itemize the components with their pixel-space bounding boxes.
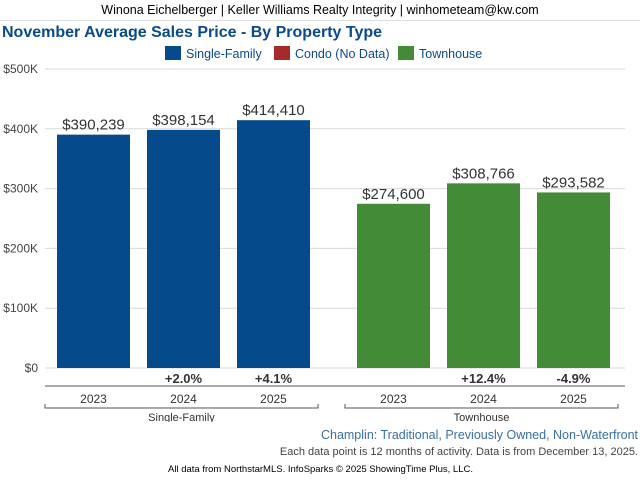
- agent-info-bar: Winona Eichelberger | Keller Williams Re…: [0, 0, 640, 21]
- legend-item-condo[interactable]: Condo (No Data): [274, 45, 390, 63]
- group-bracket: [44, 404, 319, 409]
- chart-legend: Single-Family Condo (No Data) Townhouse: [0, 45, 640, 63]
- x-tick-label: 2025: [560, 392, 587, 406]
- bar: [237, 120, 310, 368]
- legend-swatch-townhouse: [398, 46, 414, 60]
- legend-item-townhouse[interactable]: Townhouse: [398, 45, 482, 63]
- x-tick-label: 2025: [260, 392, 287, 406]
- change-percent-label: +2.0%: [165, 371, 203, 386]
- bar-value-label: $390,239: [62, 117, 125, 134]
- bar-value-label: $414,410: [242, 102, 305, 119]
- change-percent-label: -4.9%: [557, 371, 591, 386]
- legend-label-condo: Condo (No Data): [295, 47, 390, 61]
- group-bracket: [344, 404, 619, 409]
- bar: [537, 192, 610, 368]
- bar-value-label: $274,600: [362, 186, 425, 203]
- legend-label-single-family: Single-Family: [186, 47, 262, 61]
- agent-info-text: Winona Eichelberger | Keller Williams Re…: [101, 3, 539, 17]
- x-tick-label: 2023: [80, 392, 107, 406]
- group-label: Townhouse: [454, 412, 510, 422]
- bar-chart: $0 $100K $200K $300K $400K $500K $390,239 2023 $…: [3, 62, 625, 422]
- change-percent-label: +12.4%: [461, 371, 506, 386]
- change-percent-label: +4.1%: [255, 371, 293, 386]
- bar: [57, 134, 130, 368]
- x-tick-label: 2024: [170, 392, 197, 406]
- bar: [357, 203, 430, 368]
- location-filter-text: Champlin: Traditional, Previously Owned,…: [320, 428, 638, 442]
- y-tick-label: $500K: [3, 62, 38, 76]
- group-label: Single-Family: [148, 412, 215, 422]
- legend-label-townhouse: Townhouse: [419, 47, 483, 61]
- x-tick-label: 2024: [470, 392, 497, 406]
- activity-note: Each data point is 12 months of activity…: [279, 446, 638, 458]
- legend-item-single-family[interactable]: Single-Family: [165, 45, 262, 63]
- bar: [147, 129, 220, 368]
- bar: [447, 183, 520, 368]
- legend-swatch-condo: [274, 46, 290, 60]
- chart-title: November Average Sales Price - By Proper…: [2, 24, 383, 41]
- bar-value-label: $398,154: [152, 112, 215, 129]
- y-tick-label: $0: [25, 361, 39, 375]
- x-tick-label: 2023: [380, 392, 407, 406]
- y-tick-label: $200K: [3, 241, 38, 255]
- y-tick-label: $100K: [3, 301, 38, 315]
- legend-swatch-single-family: [165, 46, 181, 60]
- bar-value-label: $308,766: [452, 165, 515, 182]
- y-tick-label: $400K: [3, 122, 38, 136]
- data-source-credit: All data from NorthstarMLS. InfoSparks ©…: [168, 464, 473, 475]
- y-tick-label: $300K: [3, 182, 38, 196]
- bar-value-label: $293,582: [542, 174, 605, 191]
